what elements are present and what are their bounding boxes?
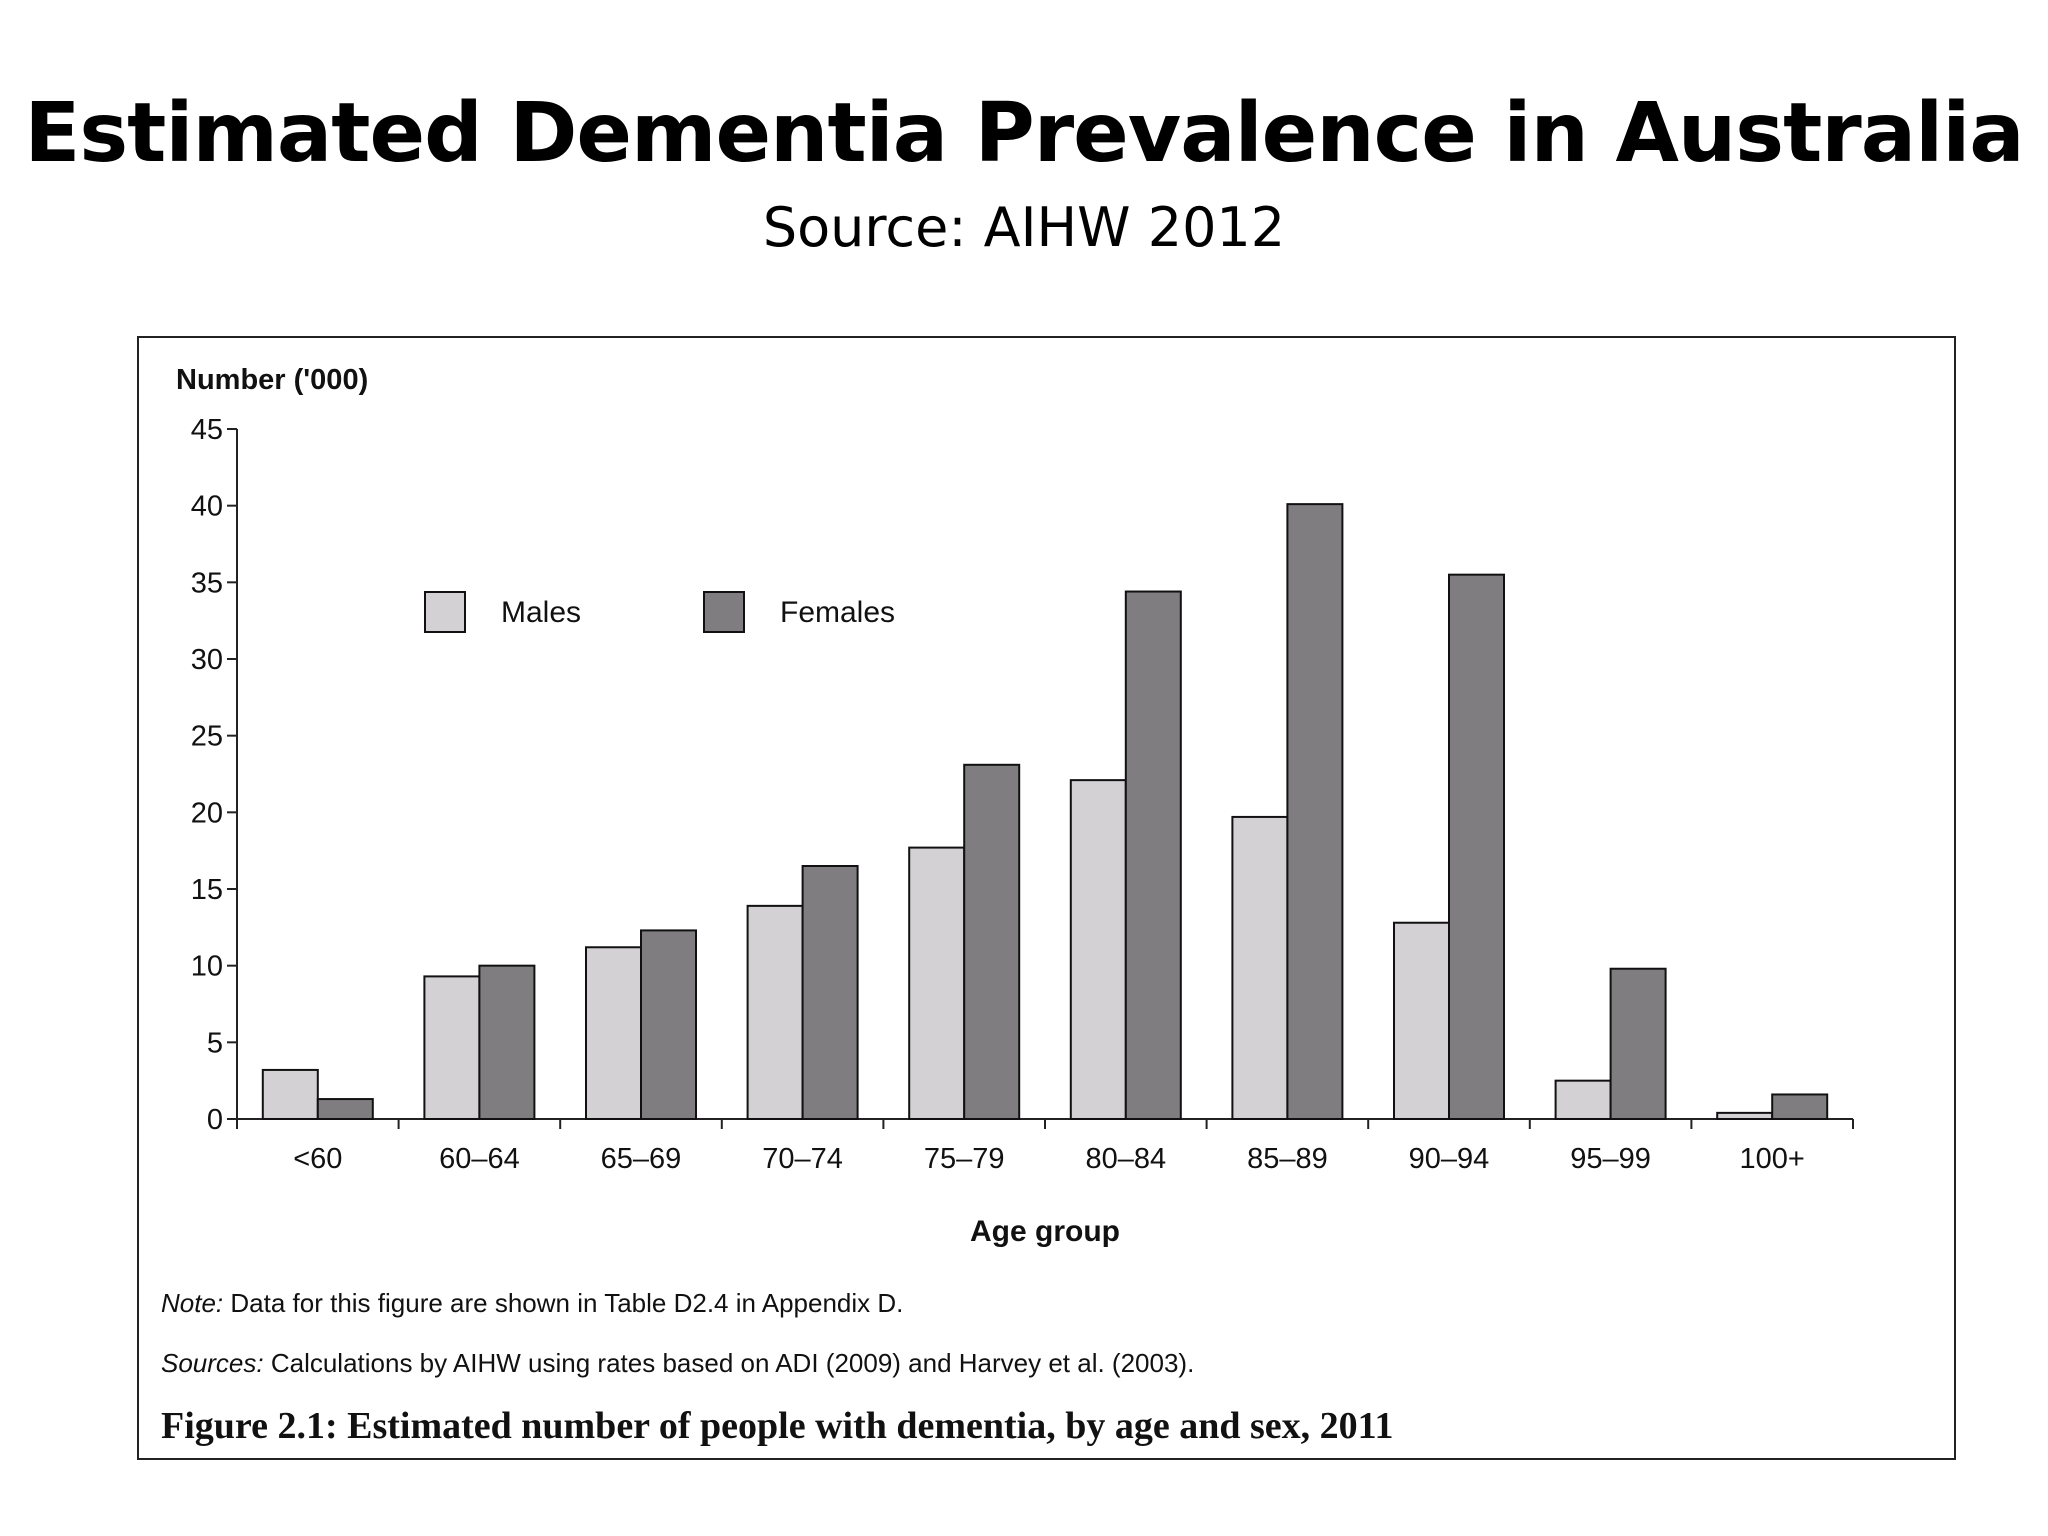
y-tick-label: 35 [191, 567, 223, 599]
bar-males [585, 946, 642, 1120]
x-tick-label: 70–74 [762, 1143, 843, 1175]
x-tick-label: 90–94 [1409, 1143, 1490, 1175]
bar-males [423, 975, 481, 1121]
bar-chart: Number ('000) 0 5 10 15 20 25 30 35 40 45 <60 60–64 6… [176, 364, 1854, 1248]
bar-males [1231, 815, 1289, 1120]
figure-caption: Figure 2.1: Estimated number of people w… [161, 1405, 1394, 1447]
y-tick-label: 45 [191, 414, 223, 446]
slide-title: Estimated Dementia Prevalence in Austral… [24, 86, 2024, 181]
note-label: Note: [161, 1288, 224, 1318]
x-tick-label: <60 [293, 1143, 342, 1175]
bar-males [908, 846, 966, 1120]
sources-text: Calculations by AIHW using rates based o… [263, 1348, 1195, 1378]
y-tick-label: 25 [191, 721, 223, 753]
bar-males [1069, 779, 1127, 1120]
y-tick-label: 30 [191, 644, 223, 676]
figure-frame: Number ('000) 0 5 10 15 20 25 30 35 40 45 <60 60–64 6… [137, 336, 1956, 1460]
y-tick-label: 5 [207, 1027, 223, 1059]
bar-males [746, 904, 804, 1120]
y-tick-label: 15 [191, 874, 223, 906]
x-tick-label: 75–79 [924, 1143, 1005, 1175]
bar-females [1124, 590, 1182, 1121]
bar-males [1393, 921, 1450, 1120]
bar-females [963, 763, 1021, 1120]
x-axis-label: Age group [970, 1215, 1120, 1248]
legend-label-males: Males [501, 596, 581, 629]
y-tick-label: 40 [191, 491, 223, 523]
x-tick-label: 80–84 [1085, 1143, 1166, 1175]
y-tick-label: 20 [191, 797, 223, 829]
bar-males [1554, 1079, 1612, 1121]
x-tick-label: 65–69 [601, 1143, 682, 1175]
bar-males [261, 1068, 319, 1121]
figure-note: Note: Data for this figure are shown in … [161, 1288, 903, 1319]
y-tick-label: 10 [191, 951, 223, 983]
bar-females [801, 865, 859, 1120]
bar-females [1286, 503, 1344, 1120]
bar-females [1609, 967, 1667, 1120]
bar-females [316, 1098, 374, 1120]
y-axis-label: Number ('000) [176, 364, 368, 396]
sources-label: Sources: [161, 1348, 264, 1378]
bar-females [1448, 573, 1505, 1120]
legend-label-females: Females [780, 596, 895, 629]
bar-males [1716, 1111, 1774, 1120]
x-tick-label: 60–64 [439, 1143, 520, 1175]
x-tick-label: 100+ [1740, 1143, 1805, 1175]
bar-females [478, 964, 536, 1121]
bar-females [640, 929, 697, 1121]
legend-swatch-females [703, 591, 745, 633]
x-tick-label: 85–89 [1247, 1143, 1328, 1175]
bar-females [1771, 1093, 1829, 1121]
slide-subtitle: Source: AIHW 2012 [762, 196, 1286, 259]
note-text: Data for this figure are shown in Table … [223, 1288, 904, 1318]
legend-swatch-males [424, 591, 466, 633]
y-tick-label: 0 [207, 1104, 223, 1136]
x-tick-label: 95–99 [1570, 1143, 1651, 1175]
figure-sources: Sources: Calculations by AIHW using rate… [161, 1348, 1194, 1379]
